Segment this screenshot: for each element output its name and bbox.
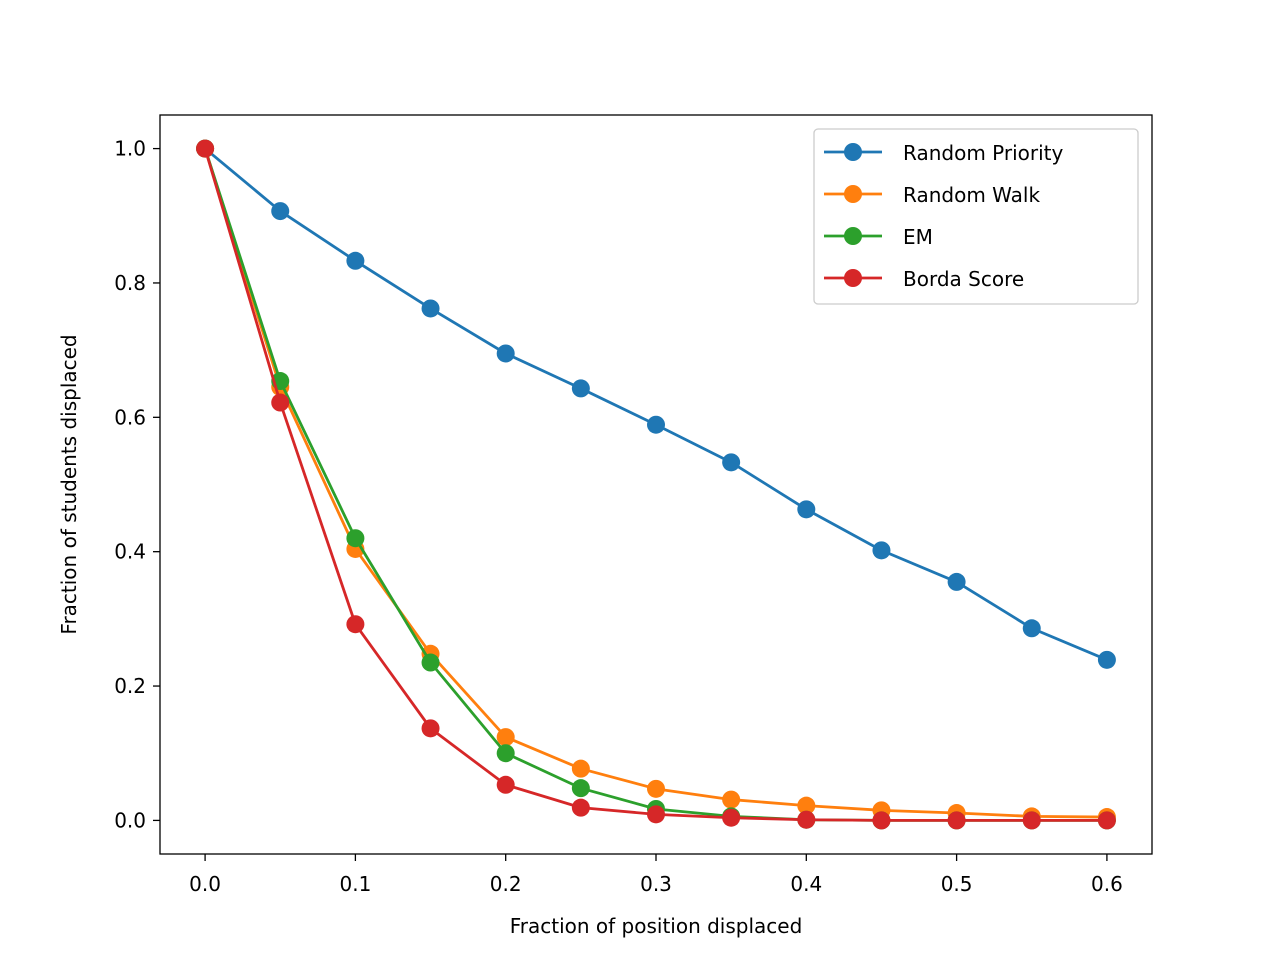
series-layer <box>196 139 1116 830</box>
data-point-borda-score <box>722 808 741 827</box>
x-tick-label: 0.2 <box>490 872 522 896</box>
series-borda-score <box>196 139 1116 830</box>
data-point-random-walk <box>647 779 665 798</box>
legend-item-random-priority: Random Priority <box>824 141 1064 165</box>
data-point-random-priority <box>647 415 665 434</box>
y-tick-label: 0.8 <box>114 271 146 295</box>
data-point-random-priority <box>1097 650 1116 669</box>
data-point-borda-score <box>271 393 290 412</box>
y-tick-label: 0.4 <box>114 540 146 564</box>
x-axis-label: Fraction of position displaced <box>510 914 803 938</box>
x-tick-label: 0.1 <box>339 872 371 896</box>
data-point-random-priority <box>421 299 440 318</box>
legend-marker <box>844 143 862 161</box>
data-point-random-priority <box>571 379 590 398</box>
legend-item-borda-score: Borda Score <box>824 267 1024 291</box>
x-tick-label: 0.5 <box>941 872 973 896</box>
legend: Random Priority Random Walk EM Borda Score <box>813 128 1139 305</box>
data-point-random-priority <box>271 202 290 221</box>
y-tick-label: 0.6 <box>114 405 146 429</box>
legend-label: EM <box>903 225 933 249</box>
data-point-random-priority <box>722 453 741 472</box>
data-point-random-priority <box>872 541 891 560</box>
legend-item-random-walk: Random Walk <box>824 183 1040 207</box>
data-point-em <box>346 529 365 548</box>
axes-layer: 0.0 0.1 0.2 0.3 0.4 0.5 0.6 0.0 0.2 0.4 0.6 0.8 1.0 <box>114 137 1123 896</box>
y-tick-label: 0.0 <box>114 808 146 832</box>
data-point-borda-score <box>346 615 365 634</box>
data-point-random-priority <box>346 251 365 270</box>
data-point-borda-score <box>571 798 590 817</box>
data-point-random-walk <box>722 790 741 809</box>
y-tick-label: 1.0 <box>114 137 146 161</box>
data-point-random-priority <box>797 500 816 519</box>
x-tick-label: 0.0 <box>189 872 221 896</box>
data-point-random-walk <box>571 759 590 778</box>
legend-box <box>813 128 1139 305</box>
data-point-borda-score <box>647 805 665 824</box>
legend-item-em: EM <box>824 225 933 249</box>
data-point-random-priority <box>496 344 515 363</box>
data-point-borda-score <box>1022 811 1041 830</box>
data-point-borda-score <box>872 811 891 830</box>
data-point-random-priority <box>1022 619 1041 638</box>
legend-label: Borda Score <box>903 267 1024 291</box>
data-point-borda-score <box>1097 811 1116 830</box>
x-tick-label: 0.3 <box>640 872 672 896</box>
data-point-em <box>496 744 515 763</box>
data-point-borda-score <box>496 775 515 794</box>
data-point-random-walk <box>797 796 816 815</box>
data-point-random-priority <box>947 572 966 591</box>
data-point-borda-score <box>196 139 215 158</box>
x-tick-label: 0.4 <box>790 872 822 896</box>
data-point-em <box>421 653 440 672</box>
y-tick-label: 0.2 <box>114 674 146 698</box>
data-point-borda-score <box>797 810 816 829</box>
legend-label: Random Priority <box>903 141 1064 165</box>
legend-marker <box>844 269 862 287</box>
data-point-borda-score <box>421 719 440 738</box>
y-axis-label: Fraction of students displaced <box>57 334 81 634</box>
legend-marker <box>844 227 862 245</box>
data-point-random-walk <box>496 728 515 747</box>
legend-label: Random Walk <box>903 183 1040 207</box>
legend-marker <box>844 185 862 203</box>
x-tick-label: 0.6 <box>1091 872 1123 896</box>
data-point-em <box>571 779 590 798</box>
data-point-borda-score <box>947 811 966 830</box>
